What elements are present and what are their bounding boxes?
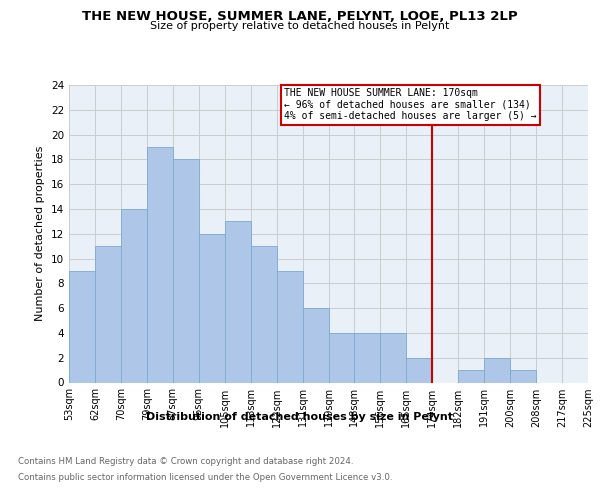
Bar	[510, 370, 536, 382]
Bar	[302, 308, 329, 382]
Bar	[277, 271, 302, 382]
Text: Contains public sector information licensed under the Open Government Licence v3: Contains public sector information licen…	[18, 472, 392, 482]
Bar	[199, 234, 224, 382]
Text: THE NEW HOUSE SUMMER LANE: 170sqm
← 96% of detached houses are smaller (134)
4% : THE NEW HOUSE SUMMER LANE: 170sqm ← 96% …	[284, 88, 537, 121]
Bar	[355, 333, 380, 382]
Bar	[406, 358, 432, 382]
Text: Size of property relative to detached houses in Pelynt: Size of property relative to detached ho…	[151, 21, 449, 31]
Text: Contains HM Land Registry data © Crown copyright and database right 2024.: Contains HM Land Registry data © Crown c…	[18, 458, 353, 466]
Bar	[251, 246, 277, 382]
Bar	[225, 222, 251, 382]
Bar	[458, 370, 484, 382]
Bar	[121, 209, 147, 382]
Text: THE NEW HOUSE, SUMMER LANE, PELYNT, LOOE, PL13 2LP: THE NEW HOUSE, SUMMER LANE, PELYNT, LOOE…	[82, 10, 518, 23]
Bar	[95, 246, 121, 382]
Y-axis label: Number of detached properties: Number of detached properties	[35, 146, 46, 322]
Bar	[173, 160, 199, 382]
Bar	[484, 358, 510, 382]
Bar	[380, 333, 406, 382]
Bar	[147, 147, 173, 382]
Bar	[69, 271, 95, 382]
Text: Distribution of detached houses by size in Pelynt: Distribution of detached houses by size …	[146, 412, 454, 422]
Bar	[329, 333, 355, 382]
